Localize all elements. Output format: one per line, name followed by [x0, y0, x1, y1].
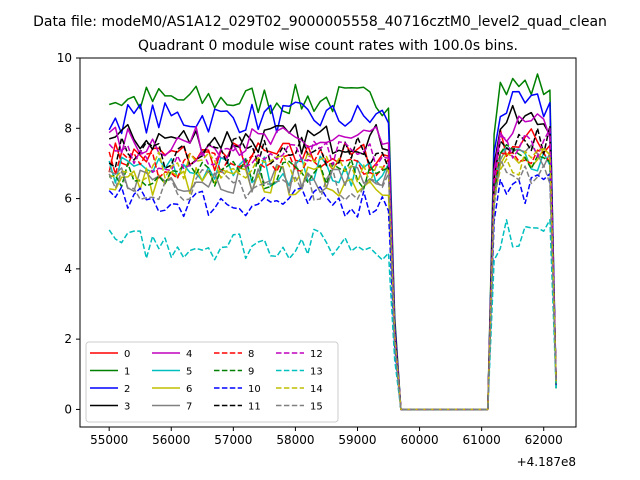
legend-label-4: 4 [186, 349, 192, 360]
legend-label-7: 7 [186, 402, 192, 413]
y-tick-label: 6 [64, 192, 72, 206]
legend-label-14: 14 [310, 384, 323, 395]
y-tick-label: 4 [64, 262, 72, 276]
legend-label-0: 0 [124, 349, 130, 360]
x-tick-label: 57000 [214, 433, 252, 447]
series-line-14 [108, 147, 557, 411]
legend-label-6: 6 [186, 384, 192, 395]
x-axis: 55000 56000 57000 58000 59000 60000 61000 62000 [90, 427, 563, 447]
x-tick-label: 62000 [525, 433, 563, 447]
y-tick-label: 2 [64, 332, 72, 346]
legend-label-15: 15 [310, 402, 323, 413]
axes-frame [79, 57, 577, 428]
x-tick-label: 59000 [338, 433, 376, 447]
x-offset-label: +4.187e8 [517, 455, 576, 469]
legend-label-10: 10 [248, 384, 261, 395]
x-tick-label: 61000 [463, 433, 501, 447]
x-tick-label: 60000 [400, 433, 438, 447]
legend-label-11: 11 [248, 402, 261, 413]
plot-area [108, 73, 557, 411]
y-axis: 0 2 4 6 8 10 [57, 51, 80, 416]
chart-title: Quadrant 0 module wise count rates with … [138, 38, 518, 54]
x-tick-label: 58000 [276, 433, 314, 447]
legend-label-1: 1 [124, 367, 130, 378]
figure-suptitle: Data file: modeM0/AS1A12_029T02_90000055… [33, 14, 607, 30]
x-tick-label: 56000 [152, 433, 190, 447]
x-tick-label: 55000 [90, 433, 128, 447]
legend-box [85, 341, 339, 423]
legend-label-13: 13 [310, 367, 323, 378]
legend-label-8: 8 [248, 349, 254, 360]
legend-label-9: 9 [248, 367, 254, 378]
series-lines [108, 73, 557, 411]
series-line-10 [108, 172, 557, 411]
y-tick-label: 0 [64, 402, 72, 416]
legend-label-5: 5 [186, 367, 192, 378]
y-tick-label: 8 [64, 121, 72, 135]
series-line-15 [108, 157, 557, 411]
legend-label-2: 2 [124, 384, 130, 395]
legend-label-3: 3 [124, 402, 130, 413]
legend-label-12: 12 [310, 349, 323, 360]
y-tick-label: 10 [57, 51, 72, 65]
